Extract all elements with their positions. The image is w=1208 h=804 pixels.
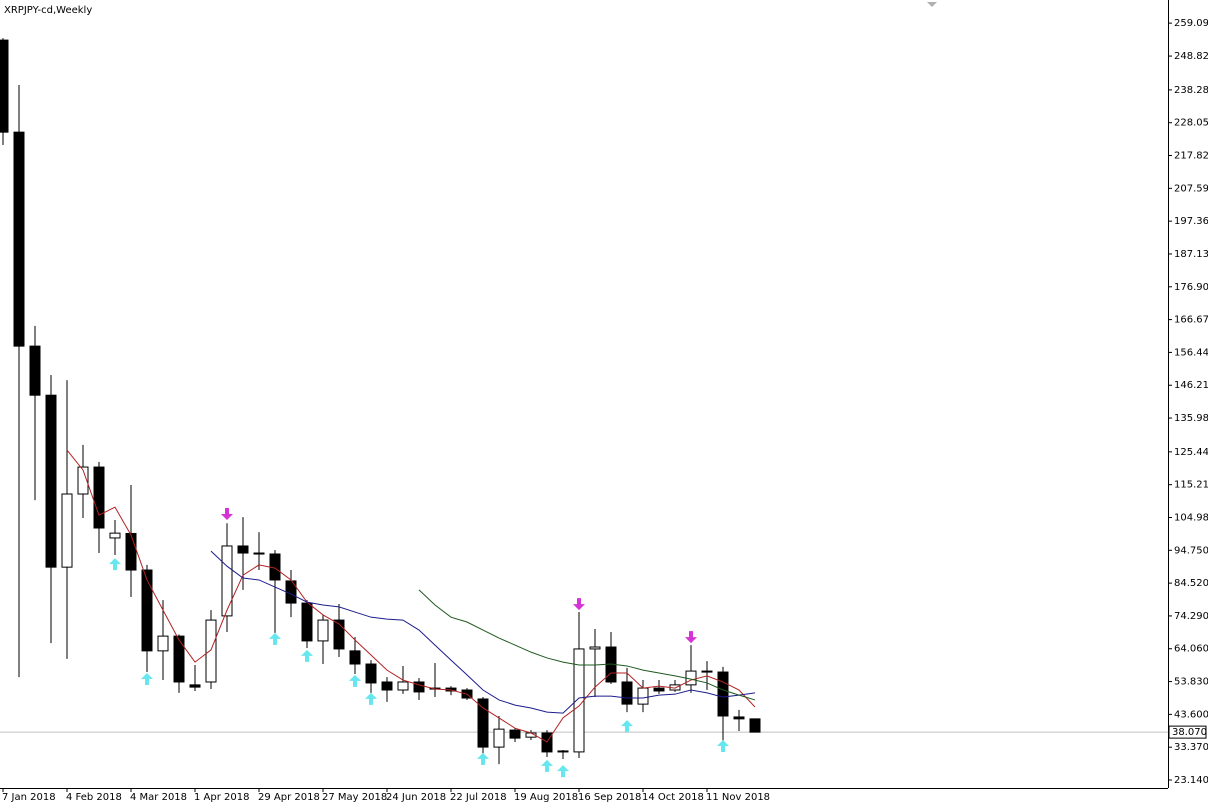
buy-arrow — [717, 740, 729, 753]
y-tick-label: 125.440 — [1174, 447, 1208, 458]
buy-arrow — [141, 672, 153, 685]
buy-arrow — [269, 632, 281, 645]
candle-body — [413, 681, 425, 693]
y-tick-label: 43.600 — [1174, 709, 1208, 720]
buy-arrow — [477, 752, 489, 765]
chart-title: XRPJPY-cd,Weekly — [4, 5, 92, 16]
candle-body — [557, 750, 569, 753]
y-tick-label: 197.360 — [1174, 216, 1208, 227]
candle-body — [253, 552, 265, 555]
moving-average — [210, 550, 756, 714]
candle-body — [509, 729, 521, 739]
candle-body — [109, 532, 121, 539]
candle-body — [365, 663, 377, 684]
candle-body — [621, 681, 633, 705]
y-tick-label: 217.820 — [1174, 151, 1208, 162]
y-tick-label: 94.750 — [1174, 545, 1208, 556]
y-tick-label: 248.820 — [1174, 51, 1208, 62]
candle-body — [397, 681, 409, 691]
y-tick-label: 238.280 — [1174, 85, 1208, 96]
x-tick-label: 11 Nov 2018 — [706, 792, 770, 803]
candle-body — [77, 466, 89, 495]
x-tick-label: 19 Aug 2018 — [514, 792, 578, 803]
candle-body — [221, 545, 233, 617]
y-tick-label: 115.210 — [1174, 480, 1208, 491]
candle-body — [157, 635, 169, 652]
candle-body — [381, 681, 393, 691]
y-tick-label: 53.830 — [1174, 677, 1208, 688]
candle-body — [637, 687, 649, 705]
candle-body — [733, 716, 745, 720]
x-tick-label: 22 Jul 2018 — [450, 792, 507, 803]
moving-average — [66, 449, 756, 743]
x-tick-label: 29 Apr 2018 — [258, 792, 320, 803]
candle-body — [749, 718, 761, 733]
candle-body — [237, 545, 249, 554]
buy-arrow — [621, 720, 633, 733]
x-tick-label: 14 Oct 2018 — [642, 792, 704, 803]
x-tick-label: 24 Jun 2018 — [386, 792, 446, 803]
moving-average — [418, 589, 756, 701]
y-tick-label: 166.670 — [1174, 315, 1208, 326]
y-tick-label: 146.210 — [1174, 380, 1208, 391]
x-tick-label: 27 May 2018 — [322, 792, 387, 803]
sell-arrow — [573, 598, 585, 611]
y-tick-label: 64.060 — [1174, 644, 1208, 655]
candle-body — [189, 684, 201, 688]
candle-body — [349, 650, 361, 665]
candle-body — [317, 619, 329, 642]
current-price-box — [1168, 725, 1207, 739]
y-tick-label: 135.980 — [1174, 413, 1208, 424]
candle-body — [29, 345, 41, 396]
candle-body — [333, 619, 345, 650]
x-tick-label: 4 Mar 2018 — [130, 792, 187, 803]
candle-body — [701, 670, 713, 673]
y-tick-label: 104.980 — [1174, 512, 1208, 523]
y-tick-label: 187.130 — [1174, 249, 1208, 260]
candle-body — [205, 619, 217, 683]
candle-body — [45, 394, 57, 568]
candle-body — [717, 671, 729, 717]
candle-body — [13, 131, 25, 347]
candle-body — [653, 687, 665, 692]
y-tick-label: 207.590 — [1174, 183, 1208, 194]
x-tick-label: 4 Feb 2018 — [66, 792, 122, 803]
buy-arrow — [301, 649, 313, 662]
candle-body — [141, 569, 153, 652]
y-tick-label: 156.440 — [1174, 347, 1208, 358]
candle-body — [493, 728, 505, 748]
y-tick-label: 259.090 — [1174, 18, 1208, 29]
candle-body — [173, 635, 185, 683]
y-tick-label: 176.900 — [1174, 282, 1208, 293]
sell-arrow — [221, 507, 233, 520]
candle-body — [61, 493, 73, 568]
buy-arrow — [365, 692, 377, 705]
y-tick-label: 74.290 — [1174, 611, 1208, 622]
candle-body — [301, 602, 313, 642]
current-price-label: 38.070 — [1172, 727, 1207, 738]
y-tick-label: 23.140 — [1174, 775, 1208, 786]
y-tick-label: 228.050 — [1174, 118, 1208, 129]
x-tick-label: 1 Apr 2018 — [194, 792, 249, 803]
candle-body — [0, 39, 9, 133]
candle-body — [125, 532, 137, 571]
buy-arrow — [109, 558, 121, 571]
sell-arrow — [685, 631, 697, 644]
y-tick-label: 84.520 — [1174, 578, 1208, 589]
x-tick-label: 7 Jan 2018 — [2, 792, 56, 803]
candle-body — [477, 698, 489, 748]
candle-body — [93, 466, 105, 529]
buy-arrow — [557, 765, 569, 778]
candle-body — [589, 646, 601, 650]
y-tick-label: 33.370 — [1174, 742, 1208, 753]
buy-arrow — [541, 759, 553, 772]
x-tick-label: 16 Sep 2018 — [578, 792, 641, 803]
buy-arrow — [349, 674, 361, 687]
shift-marker — [927, 2, 937, 7]
